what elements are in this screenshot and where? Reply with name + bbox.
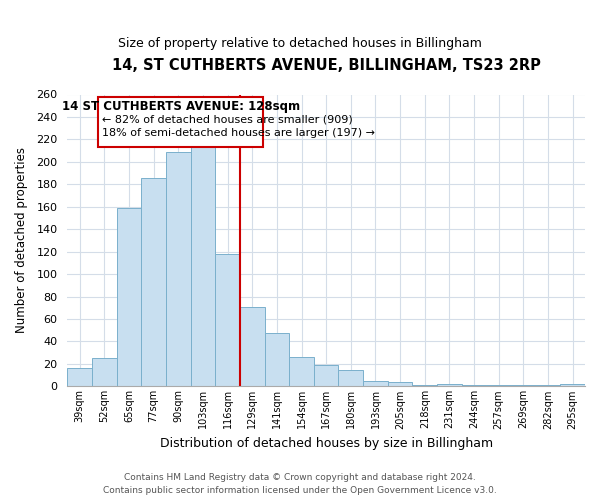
Bar bbox=[92, 358, 116, 386]
Y-axis label: Number of detached properties: Number of detached properties bbox=[15, 148, 28, 334]
Bar bbox=[437, 384, 462, 386]
Bar bbox=[141, 178, 166, 386]
Bar bbox=[314, 365, 338, 386]
Bar bbox=[67, 368, 92, 386]
Bar bbox=[215, 254, 240, 386]
Bar bbox=[388, 382, 412, 386]
Bar bbox=[240, 306, 265, 386]
Text: Size of property relative to detached houses in Billingham: Size of property relative to detached ho… bbox=[118, 38, 482, 51]
Bar bbox=[166, 152, 191, 386]
Text: Contains HM Land Registry data © Crown copyright and database right 2024.
Contai: Contains HM Land Registry data © Crown c… bbox=[103, 474, 497, 495]
Title: 14, ST CUTHBERTS AVENUE, BILLINGHAM, TS23 2RP: 14, ST CUTHBERTS AVENUE, BILLINGHAM, TS2… bbox=[112, 58, 541, 72]
Text: 14 ST CUTHBERTS AVENUE: 128sqm: 14 ST CUTHBERTS AVENUE: 128sqm bbox=[62, 100, 300, 113]
Bar bbox=[289, 357, 314, 386]
Bar bbox=[116, 208, 141, 386]
Bar bbox=[338, 370, 363, 386]
Bar bbox=[560, 384, 585, 386]
FancyBboxPatch shape bbox=[98, 96, 263, 148]
Text: ← 82% of detached houses are smaller (909): ← 82% of detached houses are smaller (90… bbox=[102, 114, 353, 124]
X-axis label: Distribution of detached houses by size in Billingham: Distribution of detached houses by size … bbox=[160, 437, 493, 450]
Bar bbox=[265, 332, 289, 386]
Bar bbox=[191, 146, 215, 386]
Bar bbox=[363, 381, 388, 386]
Text: 18% of semi-detached houses are larger (197) →: 18% of semi-detached houses are larger (… bbox=[102, 128, 375, 138]
